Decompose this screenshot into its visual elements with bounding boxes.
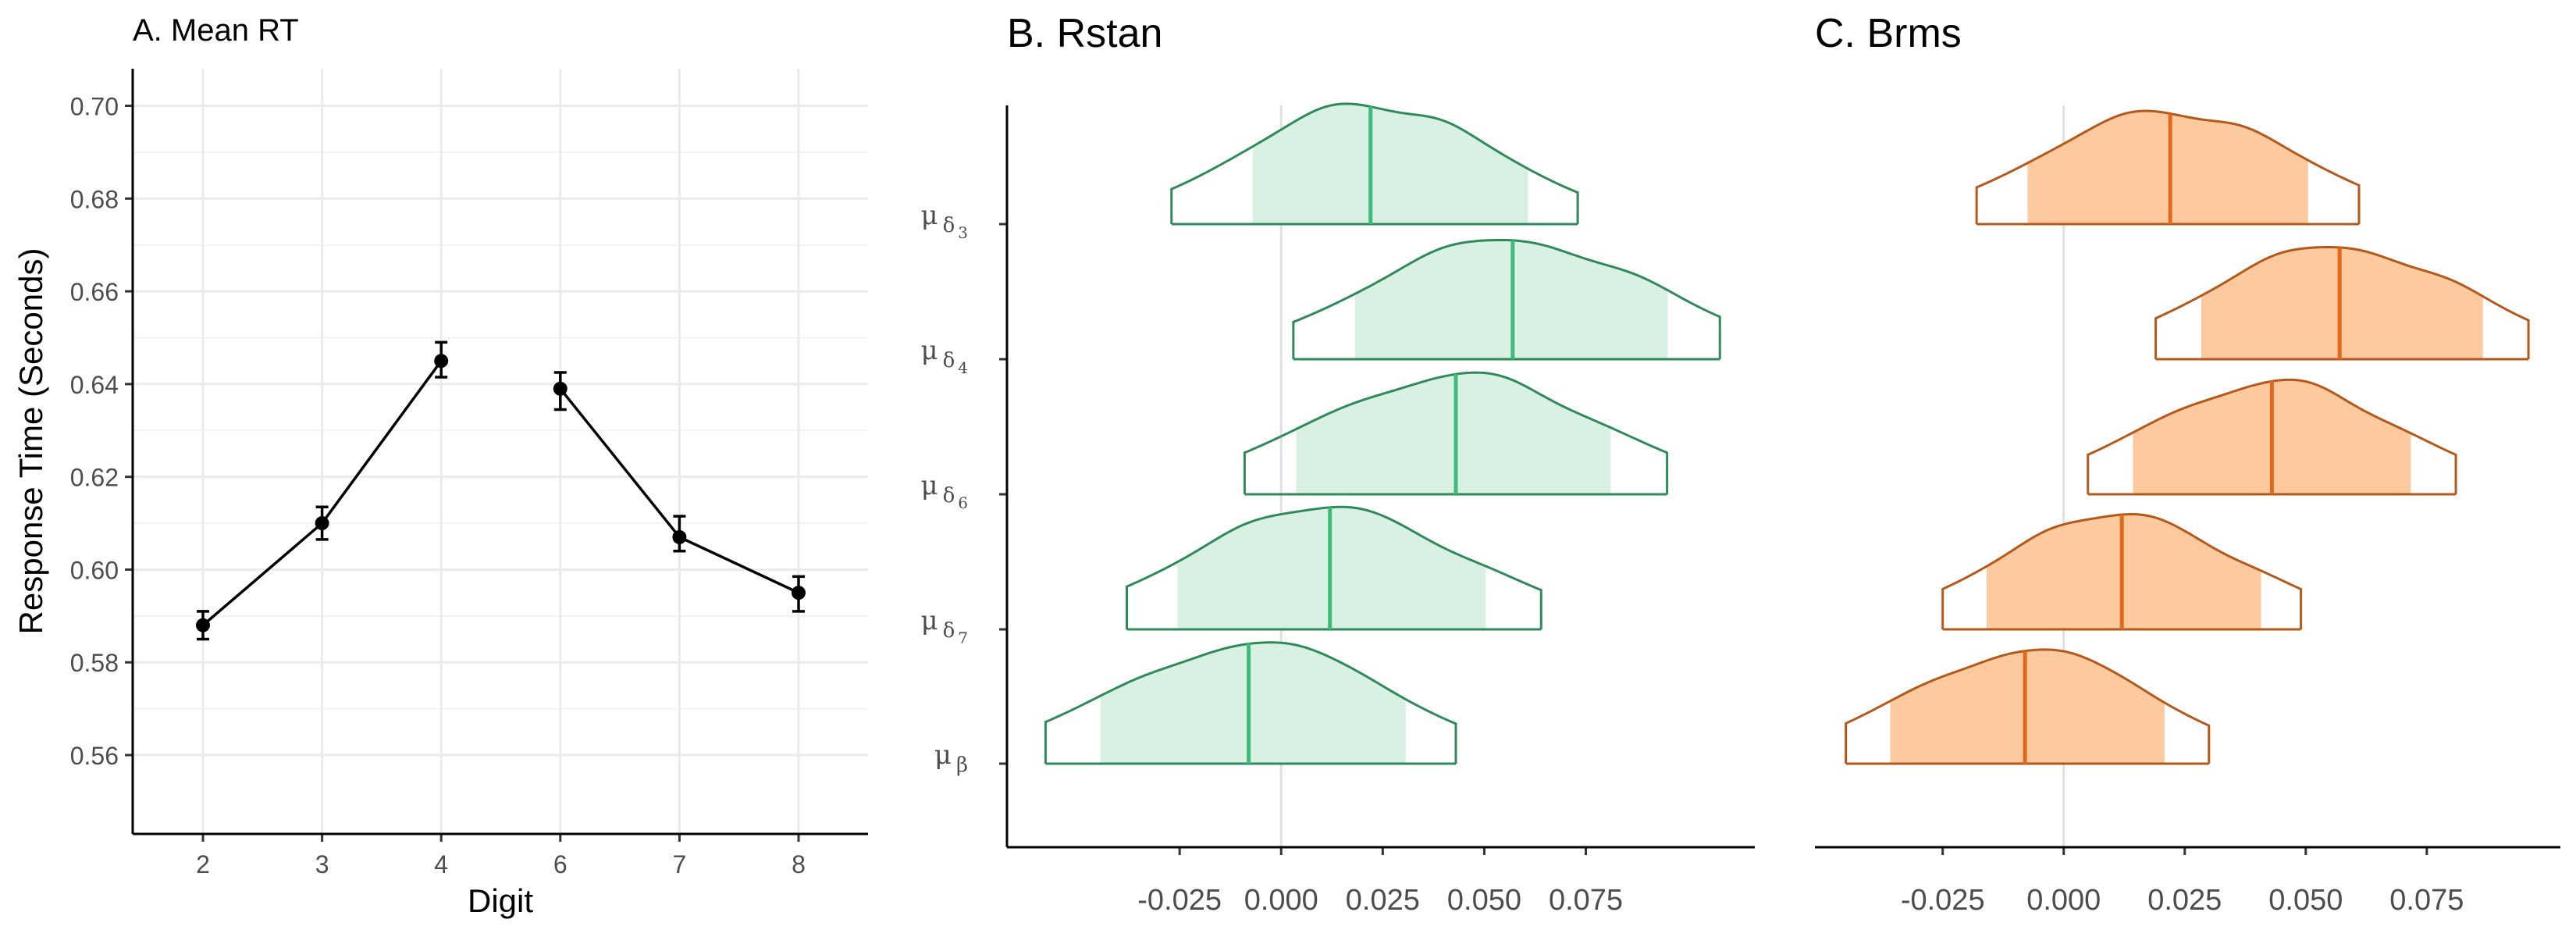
- ridge-row: [2087, 378, 2457, 496]
- row-label-subsub: 3: [958, 223, 968, 242]
- x-tick-label: 6: [553, 850, 568, 878]
- ridge-row: [2154, 245, 2530, 361]
- data-point: [196, 618, 210, 632]
- x-tick-label: 0.000: [2026, 884, 2101, 917]
- ridge-row: [1170, 102, 1579, 226]
- panel-a-y-label: Response Time (Seconds): [12, 248, 49, 635]
- panel-c-title: C. Brms: [1815, 11, 1962, 56]
- row-label-subsub: 7: [958, 629, 968, 647]
- x-tick-label: 0.000: [1244, 884, 1318, 917]
- panel-b-title: B. Rstan: [1007, 11, 1162, 56]
- row-label-param: μ: [934, 739, 952, 771]
- y-tick-label: 0.62: [70, 464, 119, 492]
- data-point: [672, 529, 687, 544]
- row-label-param: μ: [921, 200, 938, 231]
- credible-interval-area: [1890, 649, 2165, 764]
- density-outline: [1170, 102, 1579, 224]
- x-tick-label: 3: [315, 850, 329, 878]
- x-tick-label: -0.025: [1901, 884, 1985, 917]
- density-outline: [1126, 505, 1542, 629]
- panel-brms: C. Brms -0.025 0.000 0.025 0.050 0.075: [1815, 11, 2560, 917]
- row-label-sub: δ: [943, 214, 955, 237]
- credible-interval-area: [1986, 514, 2261, 629]
- ridge-row: [1975, 109, 2361, 226]
- ridge-row: [1243, 371, 1669, 496]
- row-label-subsub: 4: [958, 358, 968, 377]
- panel-b-x-ticks: -0.025 0.000 0.025 0.050 0.075: [1137, 847, 1623, 917]
- data-point: [553, 381, 568, 396]
- panel-a-grid: [133, 69, 868, 834]
- ridge-row: [1292, 238, 1721, 361]
- row-label-param: μ: [921, 335, 938, 366]
- panel-c-x-ticks: -0.025 0.000 0.025 0.050 0.075: [1901, 847, 2464, 917]
- credible-interval-area: [1252, 103, 1528, 224]
- data-point: [792, 586, 806, 600]
- credible-interval-area: [2027, 111, 2308, 224]
- credible-interval-area: [2201, 247, 2483, 359]
- x-tick-label: 7: [673, 850, 687, 878]
- panel-b-row-labels: μ δ 3μ δ 4μ δ 6μ δ 7μ β: [921, 200, 1007, 777]
- row-label-sub: δ: [943, 484, 955, 508]
- row-label-subsub: 6: [958, 493, 968, 512]
- y-tick-label: 0.58: [70, 649, 119, 677]
- x-tick-label: 0.025: [1346, 884, 1420, 917]
- row-label-param: μ: [921, 470, 938, 501]
- density-outline: [1941, 513, 2303, 629]
- density-outline: [1292, 238, 1721, 359]
- panel-a-x-label: Digit: [468, 882, 533, 919]
- y-tick-label: 0.66: [70, 278, 119, 306]
- data-point: [315, 516, 329, 531]
- y-tick-label: 0.56: [70, 742, 119, 770]
- y-tick-label: 0.60: [70, 556, 119, 584]
- x-tick-label: 4: [434, 850, 448, 878]
- x-tick-label: -0.025: [1137, 884, 1222, 917]
- x-tick-label: 8: [792, 850, 806, 878]
- row-label-sub: δ: [943, 619, 955, 643]
- panel-a-background: [133, 69, 868, 834]
- row-label-sub: δ: [943, 349, 955, 372]
- y-tick-label: 0.68: [70, 185, 119, 213]
- y-tick-label: 0.64: [70, 371, 119, 399]
- ridge-row: [1941, 513, 2303, 631]
- ridge-row: [1126, 505, 1542, 631]
- panel-b-ridges: [1044, 102, 1721, 765]
- density-outline: [1845, 648, 2211, 764]
- density-outline: [1975, 109, 2361, 224]
- credible-interval-area: [1100, 642, 1406, 764]
- x-tick-label: 0.025: [2147, 884, 2222, 917]
- panel-a-series: [196, 340, 806, 641]
- row-label-sub: β: [956, 754, 968, 777]
- panel-a-title: A. Mean RT: [133, 13, 299, 48]
- ridge-row: [1845, 648, 2211, 765]
- data-point: [434, 354, 449, 369]
- x-tick-label: 2: [196, 850, 210, 878]
- x-tick-label: 0.050: [2268, 884, 2343, 917]
- x-tick-label: 0.050: [1447, 884, 1521, 917]
- density-outline: [2154, 245, 2530, 359]
- density-outline: [1044, 641, 1457, 764]
- ridge-row: [1044, 641, 1457, 765]
- x-tick-label: 0.075: [2389, 884, 2464, 917]
- panel-a-x-ticks: 2 3 4 6 7 8: [196, 834, 806, 878]
- row-label-param: μ: [921, 605, 938, 636]
- credible-interval-area: [1296, 372, 1611, 494]
- y-tick-label: 0.70: [70, 93, 119, 121]
- panel-c-ridges: [1845, 109, 2530, 765]
- x-tick-label: 0.075: [1549, 884, 1623, 917]
- panel-a-y-ticks: 0.56 0.58 0.60 0.62 0.64 0.66 0.68 0.70: [70, 93, 133, 770]
- panel-rstan: B. Rstan μ δ 3μ δ 4μ δ 6μ δ 7μ β -0.025 0.000 0.025…: [921, 11, 1755, 917]
